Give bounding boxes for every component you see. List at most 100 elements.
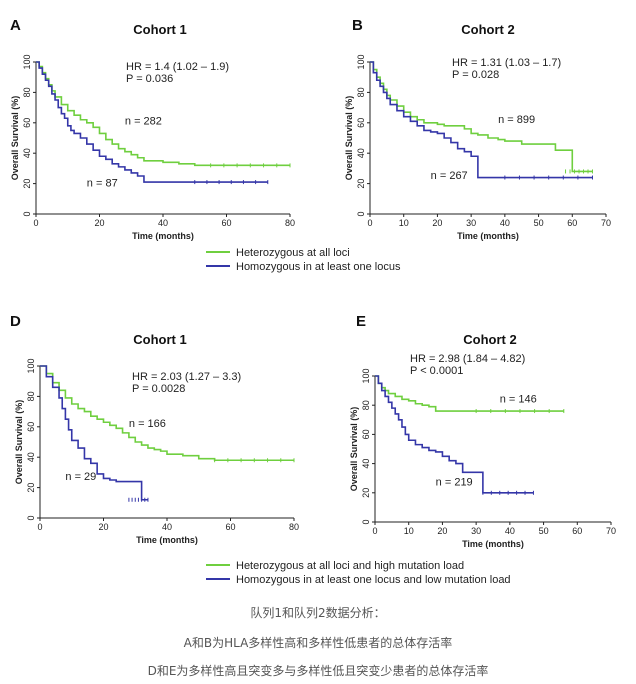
x-tick-label: 40	[505, 526, 515, 536]
y-tick-label: 40	[361, 459, 371, 469]
x-tick-label: 20	[432, 218, 442, 228]
hazard-ratio-label: HR = 2.98 (1.84 – 4.82)	[410, 353, 525, 365]
y-tick-label: 80	[26, 391, 36, 401]
y-tick-label: 60	[356, 118, 366, 128]
p-value-label: P = 0.036	[126, 73, 173, 85]
panel-title: Cohort 2	[461, 22, 514, 37]
panel-letter: E	[356, 313, 366, 330]
x-tick-label: 50	[539, 526, 549, 536]
y-tick-label: 60	[22, 118, 32, 128]
x-tick-label: 80	[285, 218, 295, 228]
x-tick-label: 60	[225, 522, 235, 532]
x-tick-label: 20	[98, 522, 108, 532]
survival-curve-blue	[370, 61, 593, 179]
n-label-green: n = 146	[500, 393, 537, 405]
y-tick-label: 0	[22, 211, 32, 216]
hazard-ratio-label: HR = 1.31 (1.03 – 1.7)	[452, 57, 561, 69]
n-label-green: n = 166	[129, 418, 166, 430]
panel-e: E Cohort 2 0 10 20 30 40 50 60 70 0 20 40 60 80 100 Time…	[349, 313, 616, 549]
x-tick-label: 80	[289, 522, 299, 532]
legend-label: Heterozygous at all loci	[236, 247, 350, 259]
survival-curve-blue	[40, 365, 148, 501]
y-tick-label: 80	[361, 400, 371, 410]
n-label-blue: n = 29	[65, 471, 96, 483]
y-tick-label: 20	[26, 483, 36, 493]
x-tick-label: 10	[404, 526, 414, 536]
x-tick-label: 60	[567, 218, 577, 228]
p-value-label: P = 0.0028	[132, 383, 185, 395]
x-axis-title: Time (months)	[457, 231, 519, 241]
y-axis-title: Overall Survival (%)	[14, 400, 24, 485]
x-axis-title: Time (months)	[462, 539, 524, 549]
n-label-blue: n = 219	[436, 477, 473, 489]
panel-d: D Cohort 1 0 20 40 60 80 0 20 40 60 80 100 Time (mont…	[10, 313, 299, 545]
x-axis-title: Time (months)	[136, 535, 198, 545]
x-tick-label: 40	[158, 218, 168, 228]
x-tick-label: 60	[572, 526, 582, 536]
x-tick-label: 40	[162, 522, 172, 532]
x-tick-label: 10	[399, 218, 409, 228]
p-value-label: P = 0.028	[452, 69, 499, 81]
y-axis-title: Overall Survival (%)	[344, 96, 354, 181]
panel-title: Cohort 1	[133, 332, 186, 347]
y-tick-label: 100	[22, 54, 32, 69]
hazard-ratio-label: HR = 2.03 (1.27 – 3.3)	[132, 371, 241, 383]
survival-curve-blue	[375, 375, 534, 494]
survival-curve-green	[36, 61, 290, 167]
y-tick-label: 80	[22, 87, 32, 97]
x-tick-label: 30	[466, 218, 476, 228]
n-label-blue: n = 87	[87, 178, 118, 190]
y-axis-title: Overall Survival (%)	[349, 407, 359, 492]
y-tick-label: 60	[26, 422, 36, 432]
x-tick-label: 70	[601, 218, 611, 228]
y-tick-label: 20	[361, 488, 371, 498]
n-label-blue: n = 267	[431, 170, 468, 182]
legend-label: Homozygous in at least one locus	[236, 261, 401, 273]
x-tick-label: 0	[367, 218, 372, 228]
caption-line-3: D和E为多样性高且突变多与多样性低且突变少患者的总体存活率	[147, 664, 489, 678]
x-tick-label: 20	[437, 526, 447, 536]
x-tick-label: 60	[221, 218, 231, 228]
x-tick-label: 70	[606, 526, 616, 536]
x-tick-label: 0	[33, 218, 38, 228]
y-tick-label: 60	[361, 429, 371, 439]
x-tick-label: 30	[471, 526, 481, 536]
x-tick-label: 50	[534, 218, 544, 228]
y-tick-label: 0	[361, 519, 371, 524]
x-tick-label: 0	[37, 522, 42, 532]
survival-curve-green	[40, 365, 294, 462]
panel-letter: B	[352, 17, 363, 34]
panel-b: B Cohort 2 0 10 20 30 40 50 60 70 0 20 40 60 80 100 Time…	[344, 17, 611, 241]
y-tick-label: 40	[26, 452, 36, 462]
n-label-green: n = 282	[125, 115, 162, 127]
caption-line-2: A和B为HLA多样性高和多样性低患者的总体存活率	[183, 636, 453, 650]
p-value-label: P < 0.0001	[410, 365, 463, 377]
legend-label: Heterozygous at all loci and high mutati…	[236, 560, 464, 572]
panel-letter: A	[10, 17, 21, 34]
y-tick-label: 40	[22, 148, 32, 158]
legend-1: Heterozygous at all loci Homozygous in at…	[206, 247, 401, 273]
n-label-green: n = 899	[498, 114, 535, 126]
y-axis-title: Overall Survival (%)	[10, 96, 20, 181]
survival-curve-green	[370, 61, 593, 173]
survival-curve-blue	[36, 61, 268, 183]
y-tick-label: 40	[356, 148, 366, 158]
legend-2: Heterozygous at all loci and high mutati…	[206, 560, 511, 586]
hazard-ratio-label: HR = 1.4 (1.02 – 1.9)	[126, 61, 229, 73]
panel-title: Cohort 1	[133, 22, 186, 37]
panel-letter: D	[10, 313, 21, 330]
y-tick-label: 20	[356, 179, 366, 189]
y-tick-label: 100	[26, 358, 36, 373]
caption-line-1: 队列1和队列2数据分析：	[250, 606, 386, 620]
y-tick-label: 20	[22, 179, 32, 189]
y-tick-label: 0	[356, 211, 366, 216]
x-tick-label: 20	[94, 218, 104, 228]
x-tick-label: 0	[372, 526, 377, 536]
panel-title: Cohort 2	[463, 332, 516, 347]
y-tick-label: 80	[356, 87, 366, 97]
x-tick-label: 40	[500, 218, 510, 228]
y-tick-label: 0	[26, 515, 36, 520]
y-tick-label: 100	[361, 368, 371, 383]
y-tick-label: 100	[356, 54, 366, 69]
